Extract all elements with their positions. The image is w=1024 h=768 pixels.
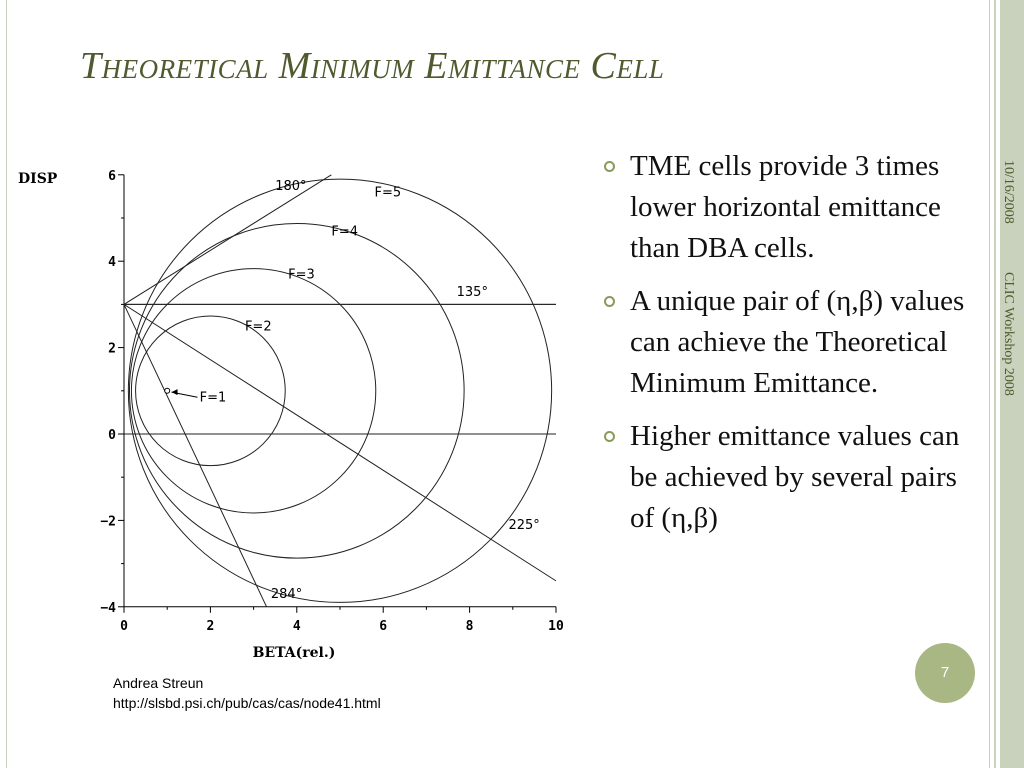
image-credit: Andrea Streun http://slsbd.psi.ch/pub/ca… [113,673,381,713]
emittance-circle [127,178,553,603]
slide-date: 10/16/2008 [1001,160,1016,224]
page-number-badge: 7 [915,643,975,703]
y-tick-label: −4 [100,601,116,616]
y-tick-label: 6 [108,169,116,184]
y-tick-label: 2 [108,342,116,357]
phase-line-label: 284° [271,587,302,602]
left-margin-line [6,0,7,768]
circle-label: F=5 [375,185,402,200]
slide-event: CLIC Workshop 2008 [1001,272,1016,396]
bullet-circle-icon [604,431,615,442]
credit-url[interactable]: http://slsbd.psi.ch/pub/cas/cas/node41.h… [113,695,381,711]
bullet-circle-icon [604,161,615,172]
emittance-circle [128,222,465,559]
circle-label: F=3 [288,267,315,282]
chart-circles [127,178,553,603]
tme-chart: −4 −2 0 2 4 6 0 2 4 6 8 10 F=2 F=3 F=4 F=5 F=1 180° 135° 2… [18,169,564,661]
arrowhead-icon [171,389,178,396]
circle-label: F=4 [331,224,358,239]
phase-line-label: 135° [457,285,488,300]
x-tick-label: 2 [206,619,214,634]
chart-lines [123,174,557,608]
chart-labels: F=2 F=3 F=4 F=5 F=1 180° 135° 225° 284° [171,179,540,602]
x-tick-label: 0 [120,619,128,634]
bullet-text: TME cells provide 3 times lower horizont… [630,150,941,264]
slide-title: Theoretical Minimum Emittance Cell [80,45,665,87]
bullet-text: Higher emittance values can be achieved … [630,420,960,534]
phase-line-label: 225° [508,518,539,533]
emittance-circle [135,315,286,467]
phase-line-label: 180° [275,179,306,194]
phase-line [123,303,557,582]
bullet-item: Higher emittance values can be achieved … [604,416,984,539]
emittance-circle [130,268,377,514]
x-tick-label: 6 [379,619,387,634]
phase-line [123,174,332,305]
y-tick-label: −2 [100,514,116,529]
bullet-item: TME cells provide 3 times lower horizont… [604,146,984,269]
credit-author: Andrea Streun [113,675,204,691]
minimum-point [164,387,171,394]
minimum-point-label: F=1 [200,391,227,406]
y-tick-label: 0 [108,428,116,443]
phase-line [123,304,268,608]
circle-label: F=2 [245,319,272,334]
bullet-text: A unique pair of (η,β) values can achiev… [630,285,965,399]
chart-frame: −4 −2 0 2 4 6 0 2 4 6 8 10 [100,169,564,634]
x-tick-label: 4 [293,619,301,634]
x-tick-label: 10 [548,619,564,634]
x-tick-label: 8 [466,619,474,634]
y-tick-label: 4 [108,255,116,270]
y-axis-label: DISP [18,171,58,187]
right-decorative-band [986,0,1024,768]
bullet-circle-icon [604,296,615,307]
x-axis-label: BETA(rel.) [253,645,336,661]
bullet-list: TME cells provide 3 times lower horizont… [604,146,984,551]
bullet-item: A unique pair of (η,β) values can achiev… [604,281,984,404]
